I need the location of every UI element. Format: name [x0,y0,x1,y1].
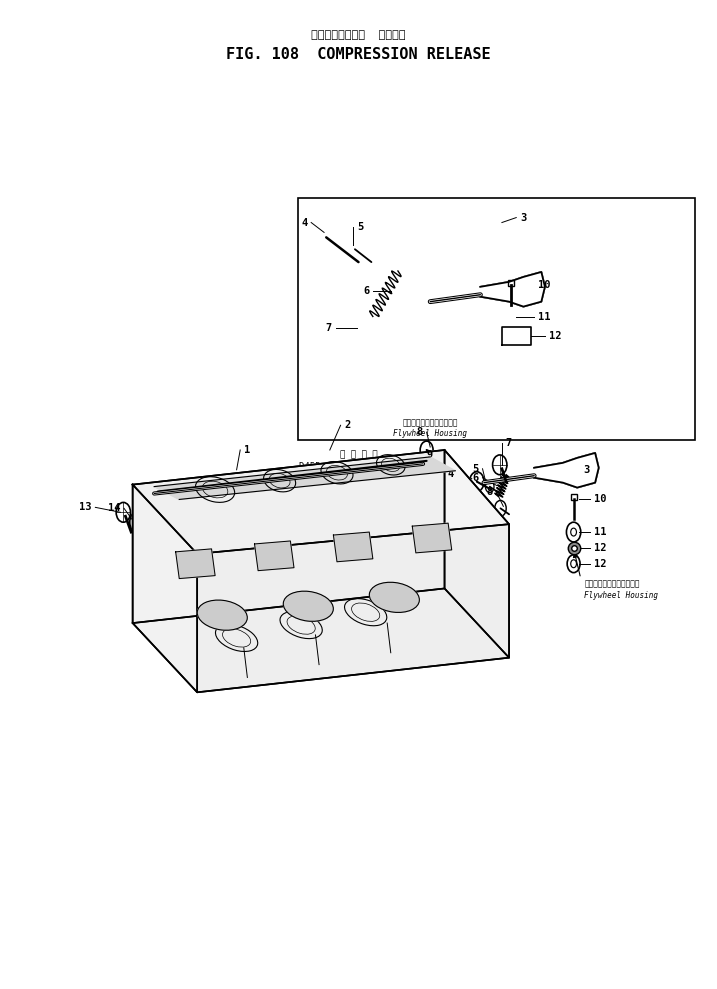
Text: コンプレッション  リリーズ: コンプレッション リリーズ [311,30,406,40]
Text: 1: 1 [244,445,250,455]
Polygon shape [176,549,215,579]
Text: 14: 14 [108,503,120,513]
Polygon shape [445,450,509,658]
Polygon shape [333,532,373,562]
Text: 11: 11 [538,313,550,322]
Text: 6: 6 [363,286,369,296]
Polygon shape [255,541,294,571]
Text: 9: 9 [426,450,432,460]
Polygon shape [154,457,455,499]
Polygon shape [197,524,509,692]
Ellipse shape [197,600,247,630]
Text: 11: 11 [594,527,606,537]
Text: 8: 8 [486,487,493,496]
Polygon shape [480,272,545,307]
Polygon shape [133,588,509,692]
Text: Flywheel Housing: Flywheel Housing [584,590,658,600]
Polygon shape [133,450,445,623]
Text: フライホイールハウジング: フライホイールハウジング [584,579,640,588]
Text: 2: 2 [344,420,351,430]
Text: 4: 4 [301,218,308,227]
Text: Flywheel Housing: Flywheel Housing [393,428,467,438]
Polygon shape [133,485,197,692]
Ellipse shape [283,591,333,621]
Text: 適 用 番 号: 適 用 番 号 [340,450,377,460]
Text: 7: 7 [505,438,512,448]
Text: D455 Engine No. 22088-: D455 Engine No. 22088- [300,462,417,472]
Text: FIG. 108  COMPRESSION RELEASE: FIG. 108 COMPRESSION RELEASE [226,46,491,62]
Text: 7: 7 [326,323,332,333]
Text: 13: 13 [80,502,92,512]
Text: 4: 4 [447,469,454,479]
Text: 10: 10 [594,494,606,504]
Polygon shape [412,523,452,553]
Bar [298,198,695,440]
Text: フライホイールハウジング: フライホイールハウジング [402,418,458,428]
Text: 12: 12 [549,331,561,341]
Text: 5: 5 [473,464,479,474]
Polygon shape [534,453,599,488]
Text: 6: 6 [473,473,479,483]
Text: 3: 3 [583,465,589,475]
Text: 8: 8 [417,427,423,437]
Text: 12: 12 [594,543,606,553]
Polygon shape [133,450,509,554]
Text: 10: 10 [538,280,550,290]
Text: 12: 12 [594,559,606,569]
Text: 3: 3 [520,213,526,223]
Ellipse shape [369,583,419,612]
Text: 5: 5 [357,223,364,232]
